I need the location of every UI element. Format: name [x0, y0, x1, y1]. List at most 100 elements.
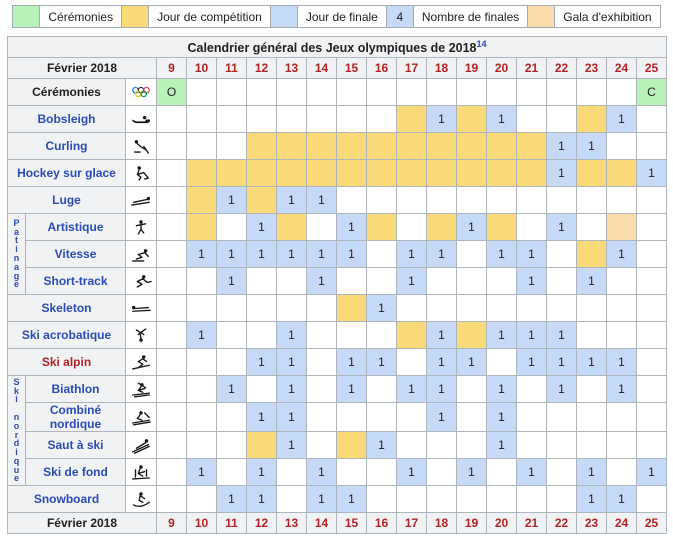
day-cell-final: 1 — [246, 213, 277, 241]
row-artistique: P a t i n a g e Artistique 1 1 1 1 — [7, 213, 667, 295]
day-cell-final: 1 — [426, 348, 457, 376]
group-label-patinage[interactable]: P a t i n a g e — [7, 213, 26, 295]
day-cell-empty — [606, 321, 637, 349]
day-cell-competition — [246, 132, 277, 160]
day-cell-empty — [246, 321, 277, 349]
day-cell-empty — [306, 402, 337, 432]
day-cell-final: 1 — [486, 240, 517, 268]
day-cell-empty — [606, 267, 637, 295]
day-cell-empty — [156, 159, 187, 187]
gala-swatch — [527, 5, 556, 28]
day-cell-empty — [456, 375, 487, 403]
competition-swatch — [121, 5, 150, 28]
day-cell-empty — [156, 321, 187, 349]
table-title: Calendrier général des Jeux olympiques d… — [187, 41, 477, 56]
day-cell-empty — [576, 321, 607, 349]
day-cell-empty — [426, 186, 457, 214]
day-cell-final: 1 — [306, 458, 337, 486]
sport-label-saut-a-ski[interactable]: Saut à ski — [47, 438, 104, 452]
sport-label-artistique[interactable]: Artistique — [47, 220, 104, 234]
date-header-row: Février 2018 9 10 11 12 13 14 15 16 17 18 19 20 21 22… — [7, 57, 667, 79]
day-cell-empty — [636, 402, 667, 432]
day-cell-empty — [216, 402, 247, 432]
day-cell-empty — [186, 431, 217, 459]
day-cell-empty — [186, 485, 217, 513]
sport-label-ski-de-fond[interactable]: Ski de fond — [43, 465, 108, 479]
month-label: Février 2018 — [7, 512, 157, 534]
date-footer-23: 23 — [576, 512, 607, 534]
sport-label-ski-acrobatique[interactable]: Ski acrobatique — [21, 328, 112, 342]
row-combine-nordique: Combiné nordique 1 1 1 1 — [8, 402, 667, 432]
sport-label-biathlon[interactable]: Biathlon — [51, 382, 100, 396]
day-cell-final: 1 — [546, 159, 577, 187]
day-cell-final: 1 — [636, 159, 667, 187]
day-cell-competition — [576, 105, 607, 133]
date-header-18: 18 — [426, 57, 457, 79]
day-cell-empty — [306, 294, 337, 322]
day-cell-empty — [606, 132, 637, 160]
day-cell-competition — [606, 159, 637, 187]
group-label-ski-nordique[interactable]: S k i n o r d i q u e — [7, 375, 26, 486]
day-cell-empty — [516, 213, 547, 241]
sport-label-skeleton[interactable]: Skeleton — [41, 301, 92, 315]
date-footer-11: 11 — [216, 512, 247, 534]
day-cell-empty — [636, 348, 667, 376]
sport-label-combine-nordique[interactable]: Combiné nordique — [49, 403, 102, 431]
day-cell-empty — [546, 78, 577, 106]
day-cell-empty — [516, 431, 547, 459]
sport-label-cell-ceremonies: Cérémonies — [7, 78, 126, 106]
day-cell-final: 1 — [246, 402, 277, 432]
sport-label-short-track[interactable]: Short-track — [43, 274, 108, 288]
day-cell-empty — [306, 213, 337, 241]
row-hockey-sur-glace: Hockey sur glace 1 1 — [7, 159, 667, 187]
day-cell-competition — [486, 132, 517, 160]
day-cell-empty — [186, 267, 217, 295]
day-cell-empty — [606, 458, 637, 486]
day-cell-competition — [306, 132, 337, 160]
day-cell-empty — [186, 105, 217, 133]
sport-label-vitesse[interactable]: Vitesse — [54, 247, 97, 261]
day-cell-empty — [396, 402, 427, 432]
day-cell-empty — [276, 458, 307, 486]
day-cell-competition — [576, 240, 607, 268]
day-cell-empty — [246, 78, 277, 106]
day-cell-empty — [366, 186, 397, 214]
row-snowboard: Snowboard 1 1 1 1 1 1 — [7, 485, 667, 513]
day-cell-empty — [336, 267, 367, 295]
day-cell-empty — [216, 213, 247, 241]
sport-label-hockey-sur-glace[interactable]: Hockey sur glace — [17, 166, 116, 180]
day-cell-competition — [186, 186, 217, 214]
sport-label-ski-alpin[interactable]: Ski alpin — [41, 355, 92, 369]
day-cell-empty — [396, 78, 427, 106]
day-cell-final: 1 — [336, 485, 367, 513]
day-cell-empty — [366, 375, 397, 403]
day-cell-competition — [486, 213, 517, 241]
day-cell-competition — [426, 159, 457, 187]
row-luge: Luge 1 1 1 — [7, 186, 667, 214]
sport-label-cell-biathlon: Biathlon — [25, 375, 126, 403]
day-cell-final: 1 — [516, 458, 547, 486]
sport-label-snowboard[interactable]: Snowboard — [33, 492, 100, 506]
row-ski-de-fond: Ski de fond 1 1 1 1 1 1 1 1 — [8, 458, 667, 486]
reference-link[interactable]: 14 — [476, 38, 487, 49]
ice-hockey-icon — [125, 159, 157, 187]
day-cell-empty — [186, 375, 217, 403]
day-cell-empty — [186, 402, 217, 432]
day-cell-competition — [516, 159, 547, 187]
day-cell-final: 1 — [606, 240, 637, 268]
cross-country-skiing-icon — [125, 458, 157, 486]
day-cell-final: 1 — [276, 240, 307, 268]
day-cell-final: 1 — [366, 431, 397, 459]
sport-label-curling[interactable]: Curling — [45, 139, 88, 153]
date-footer-22: 22 — [546, 512, 577, 534]
date-footer-21: 21 — [516, 512, 547, 534]
day-cell-empty — [576, 294, 607, 322]
sport-label-luge[interactable]: Luge — [52, 193, 81, 207]
sport-label-cell-curling: Curling — [7, 132, 126, 160]
sport-label-bobsleigh[interactable]: Bobsleigh — [37, 112, 96, 126]
day-cell-final: 1 — [396, 375, 427, 403]
skeleton-icon — [125, 294, 157, 322]
day-cell-empty — [456, 485, 487, 513]
day-cell-final: 1 — [426, 375, 457, 403]
date-footer-12: 12 — [246, 512, 277, 534]
